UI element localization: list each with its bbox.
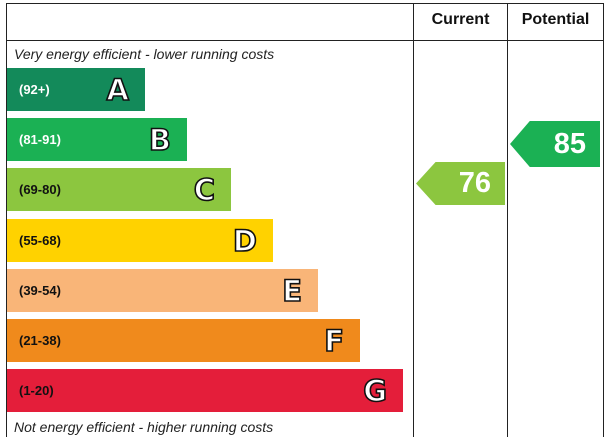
frame-left [6, 3, 7, 437]
column-divider-potential [507, 3, 508, 437]
header-divider [6, 40, 604, 41]
band-range: (69-80) [19, 182, 61, 197]
band-range: (21-38) [19, 333, 61, 348]
band-letter: A [106, 72, 130, 108]
potential-column-header: Potential [521, 11, 590, 28]
band-letter: G [362, 373, 387, 409]
band-g: (1-20) G [7, 369, 403, 412]
band-letter: B [148, 122, 172, 158]
potential-rating-arrow: 85 [510, 121, 600, 167]
bottom-caption: Not energy efficient - higher running co… [14, 419, 274, 435]
column-divider-current [413, 3, 414, 437]
top-caption: Very energy efficient - lower running co… [14, 46, 275, 62]
current-column-header: Current [431, 11, 490, 28]
band-range: (55-68) [19, 233, 61, 248]
frame-right [603, 3, 604, 437]
current-rating-arrow: 76 [416, 162, 505, 205]
band-a: (92+) A [7, 68, 145, 111]
band-letter: C [193, 172, 216, 208]
band-d: (55-68) D [7, 219, 273, 262]
frame-top [6, 3, 604, 4]
band-range: (81-91) [19, 132, 61, 147]
band-letter: E [281, 273, 302, 309]
band-letter: F [323, 323, 344, 359]
band-range: (92+) [19, 82, 50, 97]
band-range: (39-54) [19, 283, 61, 298]
band-letter: D [232, 223, 258, 259]
current-rating-value: 76 [458, 167, 491, 199]
band-range: (1-20) [19, 383, 54, 398]
band-c: (69-80) C [7, 168, 231, 211]
band-e: (39-54) E [7, 269, 318, 312]
band-f: (21-38) F [7, 319, 360, 362]
potential-rating-value: 85 [553, 127, 586, 160]
band-b: (81-91) B [7, 118, 187, 161]
